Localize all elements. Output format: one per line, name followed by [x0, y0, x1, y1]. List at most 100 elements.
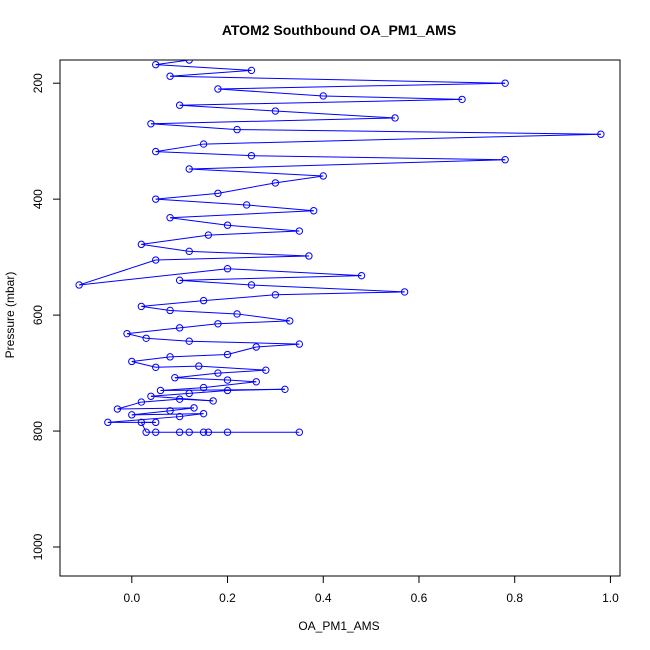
series-segment	[155, 60, 190, 66]
plot-frame	[59, 59, 621, 577]
data-point	[501, 156, 509, 164]
y-axis-label: Pressure (mbar)	[3, 272, 17, 359]
x-tick-label: 1.0	[602, 591, 619, 605]
series-segment	[155, 192, 218, 200]
series-segment	[256, 343, 300, 348]
series-segment	[155, 151, 252, 157]
data-point	[309, 207, 318, 215]
series-segment	[189, 159, 506, 170]
data-point	[142, 428, 150, 436]
data-point	[247, 66, 256, 75]
data-point	[113, 405, 122, 413]
data-point	[199, 383, 208, 392]
series-segment	[227, 379, 257, 383]
data-point	[156, 386, 165, 395]
data-point	[190, 404, 198, 412]
series-segment	[141, 243, 190, 252]
series-segment	[189, 340, 300, 345]
series-segment	[170, 75, 506, 84]
data-point	[152, 418, 160, 427]
data-point	[214, 369, 222, 377]
series-segment	[275, 110, 396, 119]
plot-area	[75, 60, 605, 436]
series-segment	[150, 392, 190, 397]
series-segment	[155, 143, 204, 153]
series-segment	[107, 416, 180, 423]
data-point	[252, 378, 260, 386]
data-point	[175, 101, 184, 109]
data-point	[209, 397, 217, 405]
series-segment	[155, 64, 252, 71]
series-segment	[150, 123, 238, 131]
data-point	[199, 409, 208, 418]
data-point	[175, 324, 184, 332]
series-segment	[217, 182, 276, 194]
data-point	[357, 271, 366, 280]
series-segment	[79, 268, 228, 286]
series-segment	[275, 291, 405, 296]
data-point	[223, 265, 232, 273]
data-point	[166, 353, 174, 361]
series-segment	[203, 381, 257, 389]
data-point	[204, 428, 213, 436]
data-point	[152, 60, 160, 69]
y-tick-label: 1000	[31, 533, 45, 560]
series-segment	[117, 407, 195, 410]
data-point	[152, 195, 160, 203]
y-tick-label: 600	[31, 305, 45, 325]
series-segment	[179, 279, 252, 286]
x-axis-label: OA_PM1_AMS	[298, 619, 379, 633]
data-point	[185, 247, 193, 256]
series-segment	[251, 155, 506, 161]
data-point	[319, 92, 327, 100]
y-axis: 200 400 600 800 1000	[31, 73, 61, 560]
series-segment	[170, 354, 228, 358]
series-segment	[131, 356, 171, 362]
series-segment	[217, 88, 324, 97]
data-point	[185, 389, 193, 398]
series-segment	[227, 268, 362, 277]
data-point	[137, 398, 146, 406]
data-point	[199, 296, 208, 305]
series-segment	[189, 389, 228, 394]
series-segment	[203, 294, 276, 302]
data-point	[166, 407, 174, 415]
data-point	[242, 201, 251, 209]
series-segment	[150, 395, 214, 402]
data-point	[247, 281, 256, 289]
data-point	[286, 317, 294, 325]
data-point	[199, 428, 208, 436]
data-point	[147, 392, 155, 400]
series-segment	[141, 398, 180, 403]
data-point	[295, 227, 304, 235]
series-segment	[275, 175, 324, 184]
series-segment	[198, 365, 266, 371]
data-point	[152, 256, 160, 264]
series-segment	[174, 372, 219, 379]
series-segment	[170, 210, 314, 219]
data-point	[223, 428, 232, 436]
data-point	[128, 411, 136, 419]
data-point	[175, 395, 184, 403]
data-point	[247, 151, 256, 160]
series-segment	[117, 401, 142, 410]
data-point	[152, 363, 160, 371]
series-segment	[155, 365, 199, 368]
data-point	[305, 252, 313, 260]
series-segment	[203, 133, 601, 145]
x-tick-label: 0.2	[219, 591, 236, 605]
series-segment	[246, 204, 314, 212]
series-segment	[179, 98, 463, 106]
series-segment	[141, 300, 204, 307]
data-point	[137, 302, 146, 311]
series-segment	[227, 224, 300, 232]
series-segment	[179, 323, 219, 329]
data-point	[185, 337, 193, 345]
data-point	[185, 60, 193, 64]
series-segment	[227, 346, 257, 356]
series-segment	[189, 168, 324, 177]
data-point	[175, 412, 184, 421]
y-tick-label: 800	[31, 421, 45, 441]
data-point	[271, 291, 280, 299]
